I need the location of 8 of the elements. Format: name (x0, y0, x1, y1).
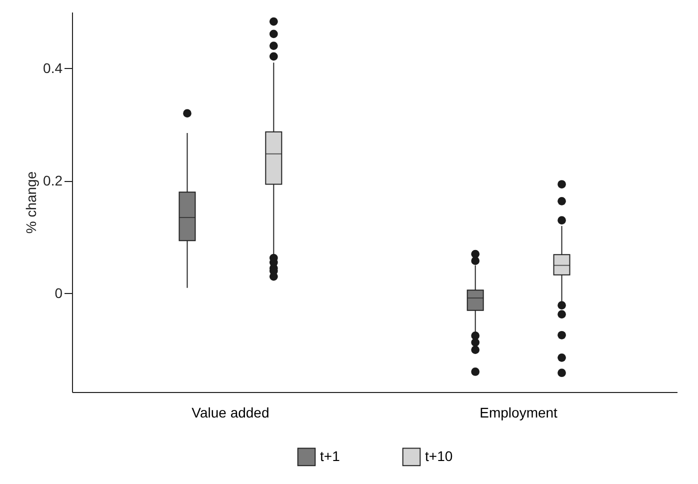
x-tick-label: Value added (192, 404, 270, 420)
y-tick-label: 0.4 (43, 60, 63, 76)
legend-label: t+10 (425, 448, 453, 464)
y-tick-label: 0.2 (43, 172, 63, 188)
x-tick-label: Employment (480, 404, 558, 420)
legend-label: t+1 (320, 448, 340, 464)
y-tick-label: 0 (54, 284, 63, 301)
y-axis-title: % change (23, 171, 40, 234)
